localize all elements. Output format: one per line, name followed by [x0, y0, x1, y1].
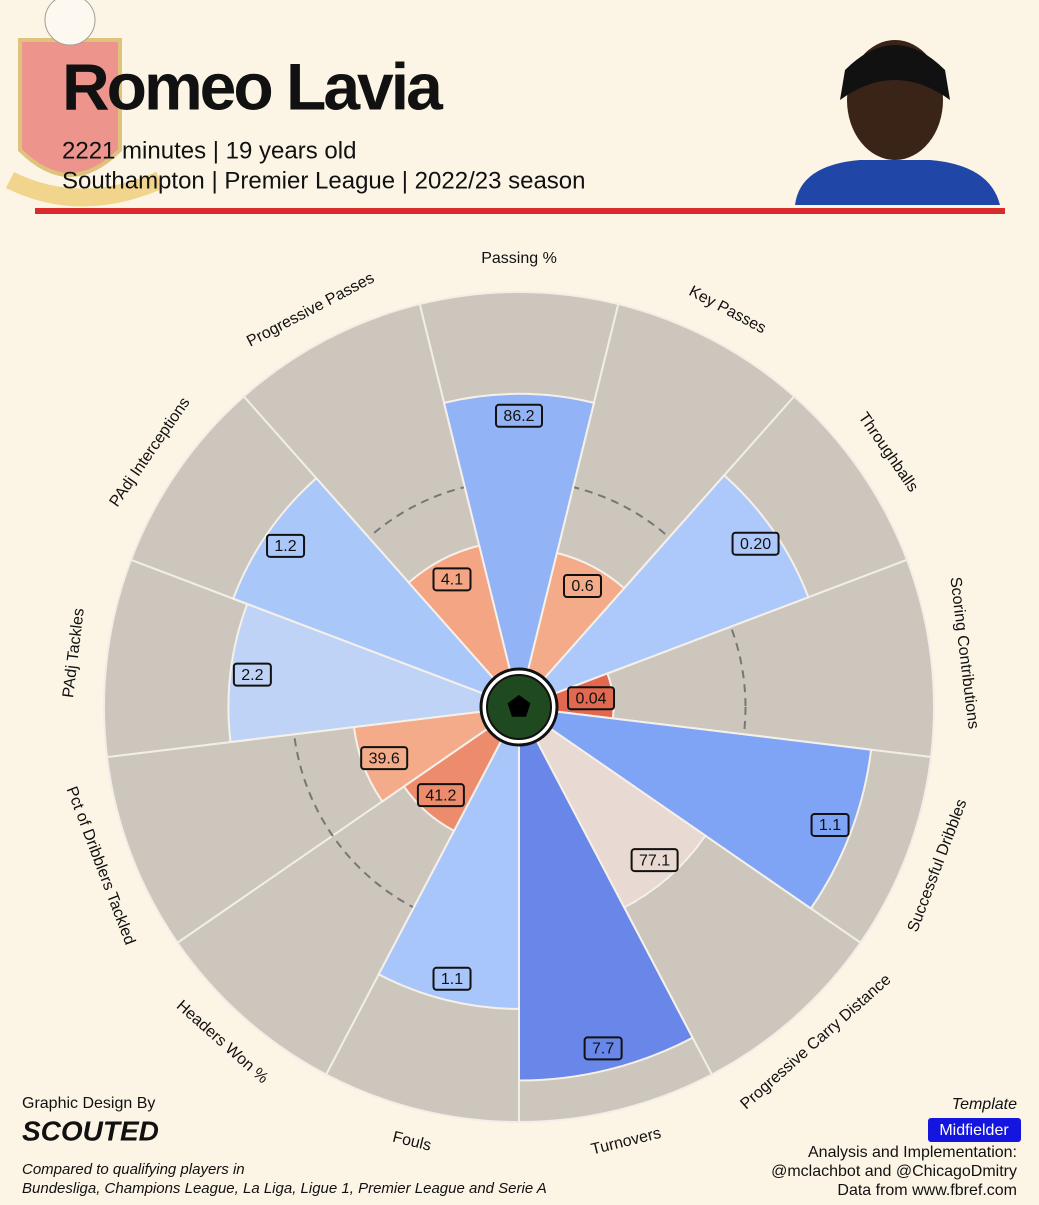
- analysis: Analysis and Implementation:: [808, 1144, 1017, 1161]
- value-box: [360, 746, 409, 771]
- club-badge: [5, 0, 164, 207]
- value-label: 1.2: [274, 538, 296, 555]
- value-box: [810, 812, 850, 837]
- value-label: 0.04: [575, 690, 606, 707]
- subtitle: 2221 minutes | 19 years old: [62, 137, 356, 164]
- source: Data from www.fbref.com: [837, 1182, 1017, 1199]
- value-label: 4.1: [441, 572, 463, 589]
- value-label: 39.6: [369, 750, 400, 767]
- value-label: 7.7: [592, 1041, 614, 1058]
- brand: SCOUTED: [22, 1115, 159, 1146]
- value-label: 0.6: [571, 578, 593, 595]
- player-photo: [795, 40, 1000, 205]
- template-box: [928, 1118, 1021, 1142]
- divider: [35, 208, 1005, 214]
- note: Compared to qualifying players in: [22, 1161, 245, 1178]
- value-label: 77.1: [639, 852, 670, 869]
- subtitle: Southampton | Premier League | 2022/23 s…: [62, 167, 586, 194]
- value-box: [432, 966, 472, 991]
- template: Midfielder: [939, 1122, 1009, 1139]
- value-label: 2.2: [241, 667, 263, 684]
- category-label: Passing %: [481, 250, 557, 267]
- value-box: [583, 1036, 623, 1061]
- value-label: 1.1: [441, 971, 463, 988]
- ball-patch: [507, 695, 531, 717]
- value-label: 0.20: [740, 536, 771, 553]
- note: Bundesliga, Champions League, La Liga, L…: [22, 1180, 547, 1197]
- value-box: [232, 662, 272, 687]
- value-box: [495, 403, 543, 428]
- value-box: [567, 686, 616, 711]
- value-box: [432, 567, 472, 592]
- value-box: [731, 531, 780, 556]
- value-label: 86.2: [503, 408, 534, 425]
- value-label: 1.1: [819, 817, 841, 834]
- title: Romeo Lavia: [62, 49, 444, 123]
- template-label: Template: [952, 1096, 1017, 1113]
- value-box: [416, 783, 465, 808]
- value-box: [266, 533, 306, 558]
- value-box: [630, 848, 679, 873]
- value-label: 41.2: [425, 787, 456, 804]
- authors: @mclachbot and @ChicagoDmitry: [771, 1163, 1017, 1180]
- credit: Graphic Design By: [22, 1095, 155, 1112]
- value-box: [562, 574, 602, 599]
